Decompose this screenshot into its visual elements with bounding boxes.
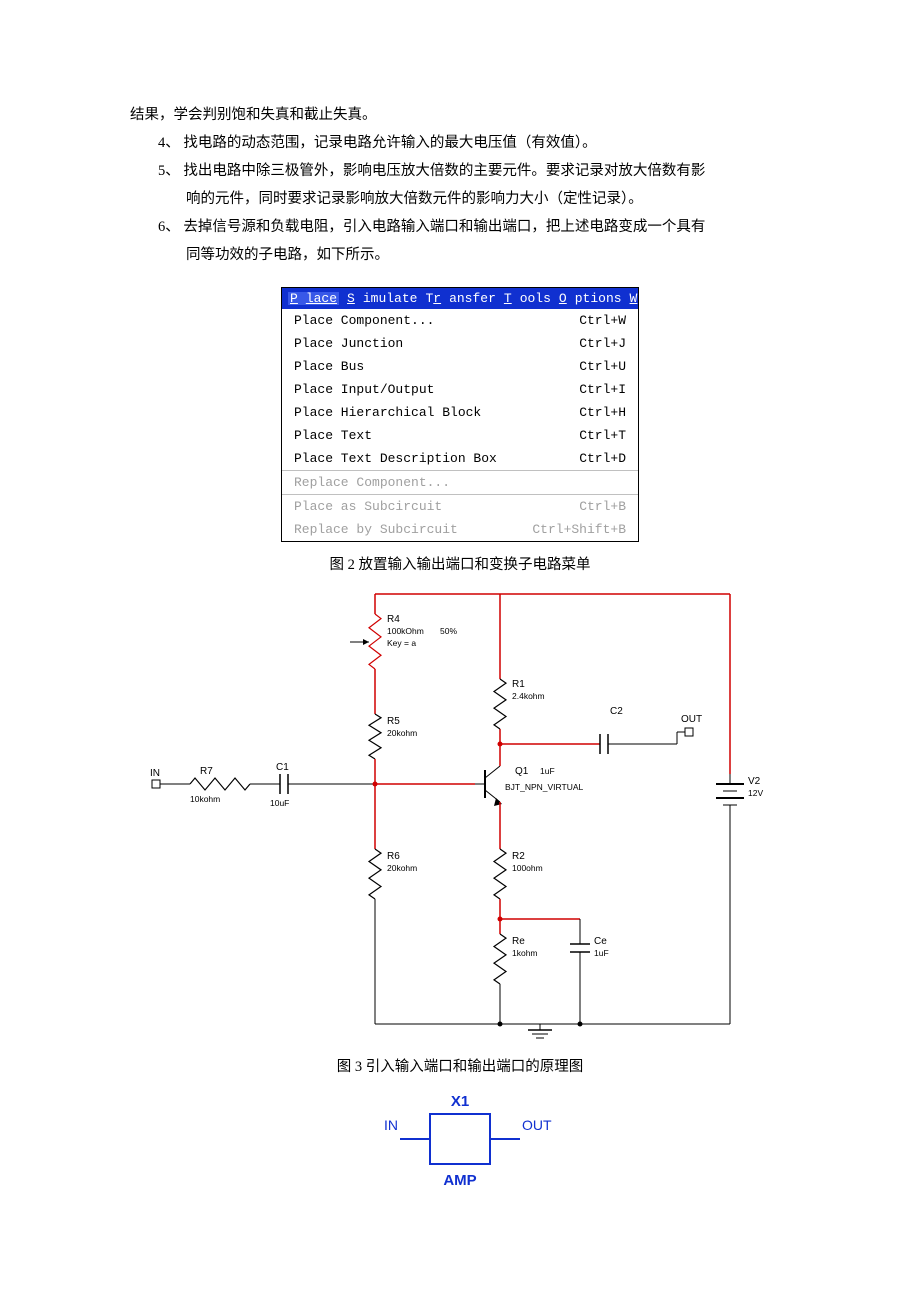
list-item-4: 4、 找电路的动态范围，记录电路允许输入的最大电压值（有效值）。 xyxy=(130,130,790,156)
svg-text:R1: R1 xyxy=(512,679,525,690)
menubar-item[interactable]: Simulate xyxy=(347,292,417,305)
menu-item-shortcut: Ctrl+T xyxy=(579,429,626,442)
svg-text:12V: 12V xyxy=(748,788,763,798)
menu-item[interactable]: Place Hierarchical Block Ctrl+H xyxy=(282,401,638,424)
menu-item[interactable]: Place Bus Ctrl+U xyxy=(282,355,638,378)
list-item-6b: 同等功效的子电路，如下所示。 xyxy=(130,242,790,268)
list-item-6a: 6、 去掉信号源和负载电阻，引入电路输入端口和输出端口，把上述电路变成一个具有 xyxy=(130,214,790,240)
menu-item-shortcut: Ctrl+D xyxy=(579,452,626,465)
svg-text:IN: IN xyxy=(150,768,160,779)
svg-text:1uF: 1uF xyxy=(540,766,555,776)
svg-text:Ce: Ce xyxy=(594,936,607,947)
svg-text:50%: 50% xyxy=(440,626,457,636)
menu-item-label: Place Text xyxy=(294,429,372,442)
menu-screenshot: PlaceSimulateTransferToolsOptionsWindo P… xyxy=(281,287,639,542)
figure3-caption: 图 3 引入输入端口和输出端口的原理图 xyxy=(130,1054,790,1080)
menu-item-label: Place Input/Output xyxy=(294,383,434,396)
menu-item-shortcut: Ctrl+W xyxy=(579,314,626,327)
menu-dropdown: Place Component... Ctrl+W Place Junction Ct… xyxy=(282,309,638,541)
svg-text:X1: X1 xyxy=(451,1093,469,1110)
svg-text:AMP: AMP xyxy=(443,1172,476,1189)
menu-item-label: Place Junction xyxy=(294,337,403,350)
circuit-schematic: R4100kOhm50%Key = aR520kohmINR710kohmC11… xyxy=(130,584,790,1044)
svg-text:BJT_NPN_VIRTUAL: BJT_NPN_VIRTUAL xyxy=(505,782,584,792)
svg-text:1kohm: 1kohm xyxy=(512,948,538,958)
menu-item-shortcut: Ctrl+B xyxy=(579,500,626,513)
svg-text:1uF: 1uF xyxy=(594,948,609,958)
svg-text:10uF: 10uF xyxy=(270,798,289,808)
svg-text:2.4kohm: 2.4kohm xyxy=(512,691,545,701)
menu-item-label: Place Component... xyxy=(294,314,434,327)
svg-text:20kohm: 20kohm xyxy=(387,863,417,873)
subcircuit-block: X1 IN OUT AMP xyxy=(350,1090,570,1209)
svg-text:20kohm: 20kohm xyxy=(387,728,417,738)
menu-item-shortcut: Ctrl+Shift+B xyxy=(532,523,626,536)
list-item-5a: 5、 找出电路中除三极管外，影响电压放大倍数的主要元件。要求记录对放大倍数有影 xyxy=(130,158,790,184)
figure2-caption: 图 2 放置输入输出端口和变换子电路菜单 xyxy=(130,552,790,578)
menu-item-label: Place Hierarchical Block xyxy=(294,406,481,419)
svg-text:C2: C2 xyxy=(610,706,623,717)
svg-text:Q1: Q1 xyxy=(515,766,529,777)
menubar-item[interactable]: Windo xyxy=(630,292,677,305)
svg-text:10kohm: 10kohm xyxy=(190,794,220,804)
menu-item-shortcut: Ctrl+J xyxy=(579,337,626,350)
svg-text:100ohm: 100ohm xyxy=(512,863,543,873)
menu-item-shortcut: Ctrl+H xyxy=(579,406,626,419)
svg-text:OUT: OUT xyxy=(681,714,702,725)
svg-text:IN: IN xyxy=(384,1117,398,1133)
menu-item[interactable]: Place Input/Output Ctrl+I xyxy=(282,378,638,401)
menu-item[interactable]: Place Text Ctrl+T xyxy=(282,424,638,447)
svg-text:Re: Re xyxy=(512,936,525,947)
svg-text:R4: R4 xyxy=(387,614,400,625)
svg-text:R5: R5 xyxy=(387,716,400,727)
menubar-item[interactable]: Options xyxy=(559,292,622,305)
menu-item[interactable]: Place Junction Ctrl+J xyxy=(282,332,638,355)
menu-item-label: Replace Component... xyxy=(294,476,450,489)
svg-text:OUT: OUT xyxy=(522,1117,552,1133)
svg-text:Key = a: Key = a xyxy=(387,638,416,648)
menu-item: Replace Component... xyxy=(282,471,638,494)
menu-item: Replace by Subcircuit Ctrl+Shift+B xyxy=(282,518,638,541)
svg-text:R2: R2 xyxy=(512,851,525,862)
menu-item-label: Place Text Description Box xyxy=(294,452,497,465)
svg-text:R6: R6 xyxy=(387,851,400,862)
menubar-item[interactable]: Tools xyxy=(504,292,551,305)
menu-item[interactable]: Place Component... Ctrl+W xyxy=(282,309,638,332)
menu-bar: PlaceSimulateTransferToolsOptionsWindo xyxy=(282,288,638,309)
menu-item-shortcut: Ctrl+I xyxy=(579,383,626,396)
svg-text:V2: V2 xyxy=(748,776,761,787)
menubar-item[interactable]: Place xyxy=(288,292,339,305)
menubar-item[interactable]: Transfer xyxy=(425,292,495,305)
list-item-5b: 响的元件，同时要求记录影响放大倍数元件的影响力大小（定性记录）。 xyxy=(130,186,790,212)
menu-item-shortcut: Ctrl+U xyxy=(579,360,626,373)
menu-item-label: Place Bus xyxy=(294,360,364,373)
menu-item: Place as Subcircuit Ctrl+B xyxy=(282,495,638,518)
menu-item[interactable]: Place Text Description Box Ctrl+D xyxy=(282,447,638,470)
intro-line: 结果，学会判别饱和失真和截止失真。 xyxy=(130,102,790,128)
menu-item-label: Replace by Subcircuit xyxy=(294,523,458,536)
menu-item-label: Place as Subcircuit xyxy=(294,500,442,513)
svg-text:100kOhm: 100kOhm xyxy=(387,626,424,636)
svg-text:R7: R7 xyxy=(200,766,213,777)
svg-text:C1: C1 xyxy=(276,762,289,773)
